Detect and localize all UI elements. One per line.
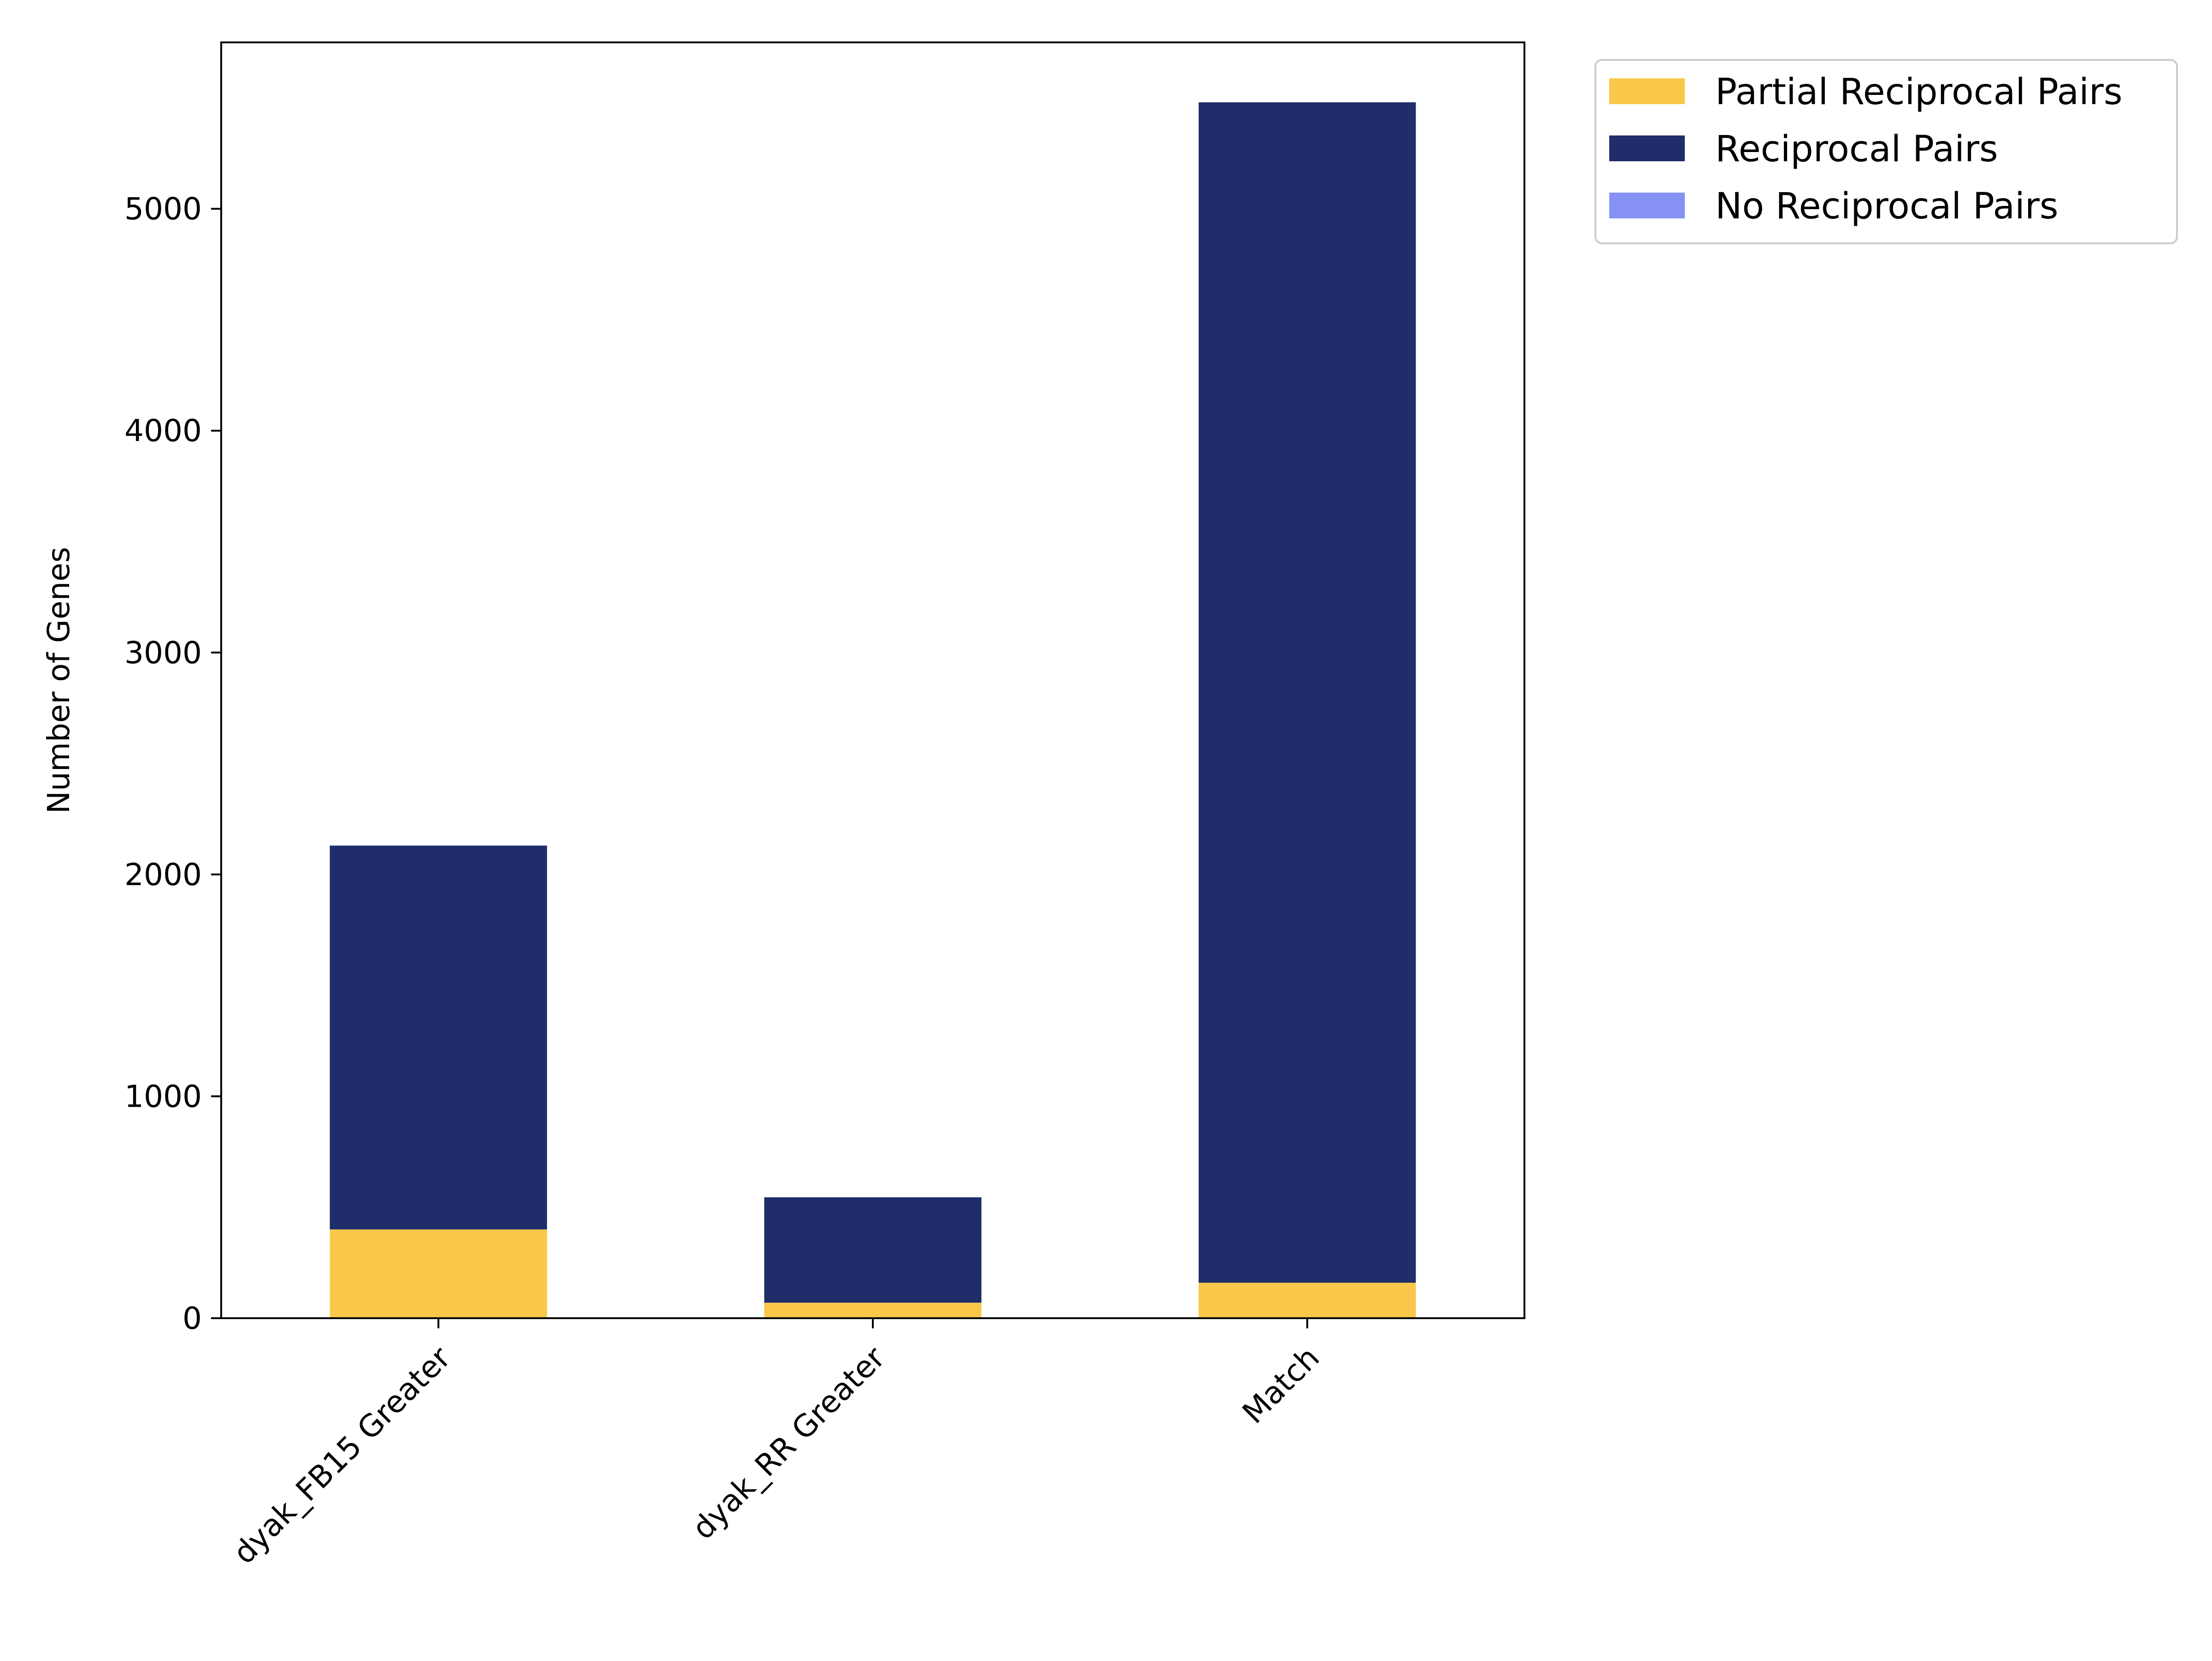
bar-2-3 — [1199, 102, 1416, 1283]
legend-swatch — [1609, 135, 1685, 161]
legend-label: Partial Reciprocal Pairs — [1715, 71, 2123, 113]
y-tick-label: 3000 — [124, 635, 202, 670]
legend-swatch — [1609, 193, 1685, 218]
bar-2-1 — [329, 845, 547, 1230]
bars-layer — [329, 102, 1416, 1318]
legend-label: No Reciprocal Pairs — [1715, 186, 2059, 227]
bar-1-2 — [764, 1303, 982, 1318]
legend-label: Reciprocal Pairs — [1715, 129, 1998, 170]
legend: Partial Reciprocal Pairs Reciprocal Pairs… — [1594, 59, 2178, 244]
bar-1-1 — [329, 1229, 547, 1318]
bar-2-2 — [764, 1197, 982, 1303]
bar-1-3 — [1199, 1282, 1416, 1318]
y-tick-label: 4000 — [124, 413, 202, 449]
y-tick-label: 1000 — [124, 1079, 202, 1114]
y-axis-title: Number of Genes — [41, 547, 76, 814]
y-tick-label: 0 — [182, 1301, 202, 1336]
y-tick-label: 5000 — [124, 191, 202, 227]
y-tick-label: 2000 — [124, 857, 202, 892]
y-axis: 0 1000 2000 3000 4000 5000 — [124, 191, 221, 1336]
legend-frame — [1594, 59, 2178, 244]
legend-swatch — [1609, 78, 1685, 104]
